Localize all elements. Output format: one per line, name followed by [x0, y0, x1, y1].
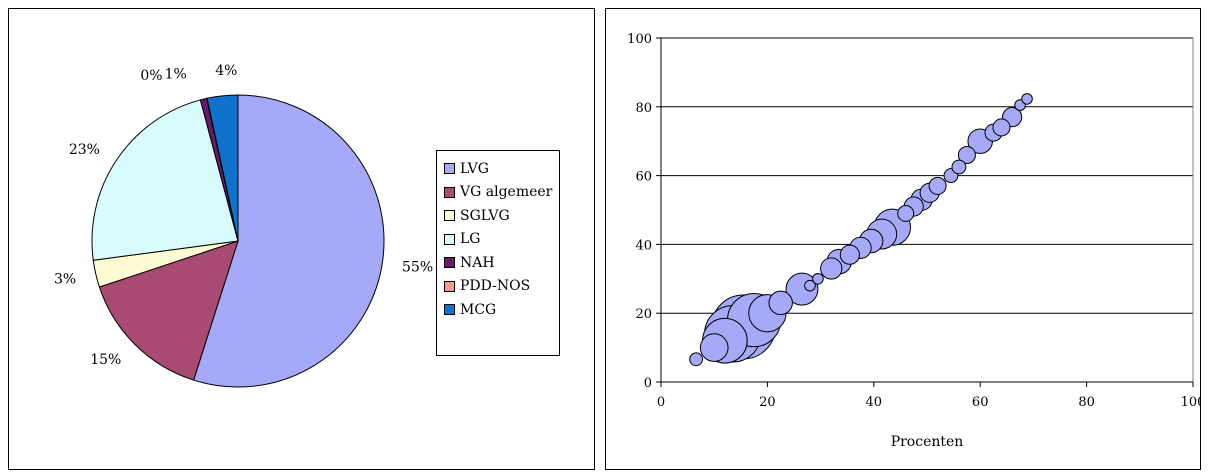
bubble-point — [689, 352, 703, 367]
pie-data-label: 15% — [90, 352, 121, 368]
y-tick-label: 0 — [644, 376, 652, 391]
bubble-point — [957, 145, 976, 164]
pie-data-label: 4% — [215, 63, 237, 79]
bubble-point — [992, 118, 1011, 137]
legend-item: VG algemeer — [437, 181, 559, 205]
legend-item: SGLVG — [437, 204, 559, 228]
bubble-point — [699, 333, 729, 362]
bubble-point — [812, 272, 824, 285]
pie-data-label: 55% — [402, 260, 433, 276]
pie-data-label: 3% — [54, 271, 76, 287]
legend-label: VG algemeer — [460, 184, 553, 201]
legend-swatch — [444, 280, 455, 292]
legend-swatch — [444, 163, 455, 175]
bubble-point — [1021, 93, 1033, 105]
legend-swatch — [444, 186, 455, 198]
legend-swatch — [444, 233, 455, 245]
pie-slice-lg — [91, 99, 239, 261]
pie-chart: 55% 15% 3% 23% 1%0% 4% — [54, 63, 433, 388]
legend-item: MCG — [437, 298, 559, 322]
legend-item: LG — [437, 228, 559, 252]
bubble-chart: 0 20 40 60 80 100 0 20 40 60 80 100 Procenten — [627, 32, 1205, 450]
x-tick-label: 0 — [657, 395, 665, 410]
pie-slice-lvg — [192, 94, 385, 388]
pie-data-label: 1% — [165, 67, 187, 83]
bubble-point — [897, 204, 915, 222]
legend-swatch — [444, 210, 455, 222]
legend-swatch — [444, 304, 455, 316]
legend-swatch — [444, 257, 455, 269]
legend-label: LG — [460, 231, 481, 248]
y-tick-label: 40 — [635, 238, 652, 253]
legend-label: NAH — [460, 254, 495, 271]
bubble-point — [928, 176, 947, 195]
x-tick-label: 40 — [866, 395, 883, 410]
pie-chart-panel: 55% 15% 3% 23% 1% 0% 4% LVG VG algemeer SGLVG LG N… — [8, 8, 595, 470]
y-tick-label: 20 — [635, 307, 652, 322]
x-axis-title: Procenten — [891, 434, 964, 450]
legend-item: NAH — [437, 251, 559, 275]
y-tick-label: 80 — [635, 101, 652, 116]
bubble-point — [804, 279, 816, 292]
bubble-chart-panel: 0 20 40 60 80 100 0 20 40 60 80 100 Procenten — [605, 8, 1205, 470]
legend-label: SGLVG — [460, 207, 510, 224]
x-tick-label: 60 — [972, 395, 989, 410]
legend-label: LVG — [460, 160, 489, 177]
x-tick-label: 100 — [1181, 395, 1200, 410]
bubble-point — [820, 257, 843, 280]
x-tick-label: 80 — [1078, 395, 1095, 410]
x-tick-label: 20 — [759, 395, 776, 410]
pie-data-label: 23% — [69, 142, 100, 158]
bubble-point — [768, 290, 793, 316]
legend-item: LVG — [437, 157, 559, 181]
legend-label: PDD-NOS — [460, 278, 531, 295]
bubble-point — [839, 244, 860, 265]
pie-slice-mcg — [206, 94, 239, 242]
pie-legend: LVG VG algemeer SGLVG LG NAH PDD-NOS MCG — [436, 150, 560, 356]
legend-label: MCG — [460, 301, 497, 318]
y-tick-label: 100 — [627, 32, 652, 47]
bubble-point — [951, 159, 967, 175]
legend-item: PDD-NOS — [437, 275, 559, 299]
pie-data-label: 0% — [140, 68, 162, 84]
y-tick-label: 60 — [635, 170, 652, 185]
